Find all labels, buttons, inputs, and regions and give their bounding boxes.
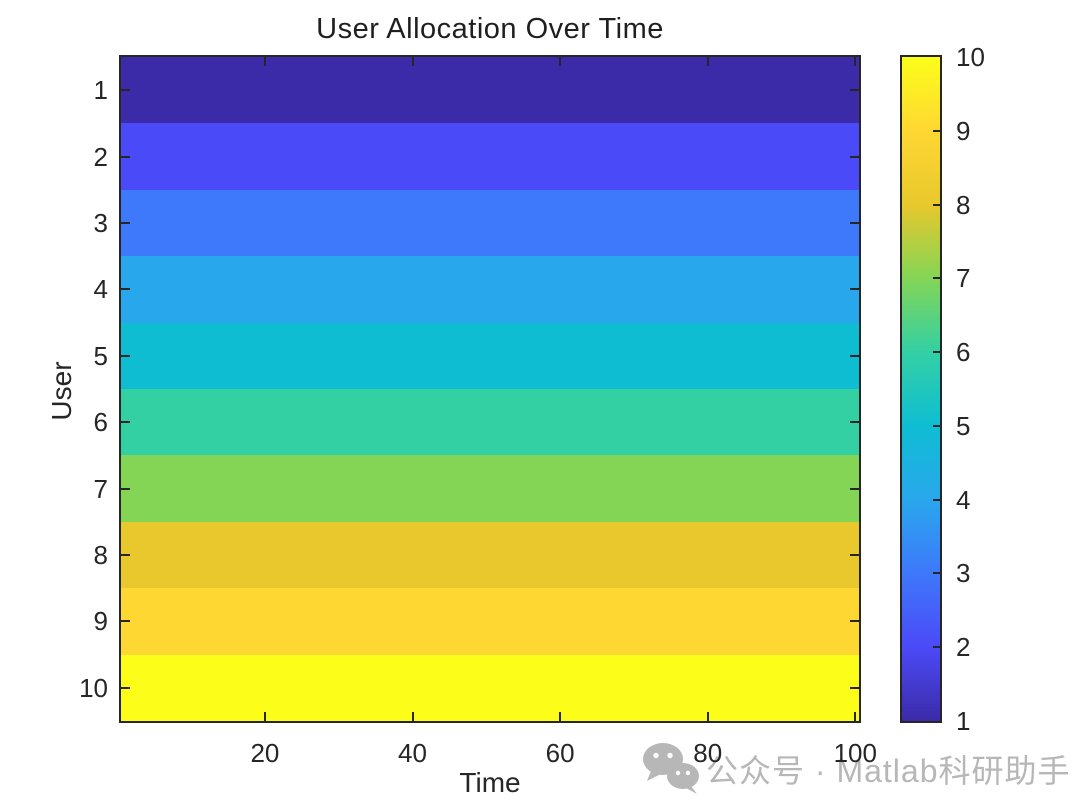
heatmap-band-user-10 [121,654,859,722]
colorbar-tick [933,498,940,501]
x-axis-tick [559,712,562,721]
y-axis-tick-mirror [850,89,859,92]
colorbar-tick [933,351,940,354]
y-tick-label: 10 [79,672,108,703]
y-tick-label: 3 [93,208,108,238]
y-axis-tick-mirror [850,155,859,158]
y-axis-label: User [46,361,77,421]
y-axis-tick-mirror [850,354,859,357]
x-tick-label: 60 [545,738,575,768]
colorbar-tick-label: 1 [956,706,971,736]
heatmap-band-user-1 [121,57,859,124]
y-tick-label: 1 [93,75,108,106]
heatmap-band-user-5 [121,322,859,390]
colorbar-tick-label: 4 [956,484,971,515]
y-axis-tick [121,620,130,623]
heatmap-band-user-3 [121,189,859,257]
x-axis-tick [854,712,857,721]
y-axis-tick [121,89,130,92]
colorbar [900,55,942,723]
heatmap-band-user-7 [121,455,859,522]
y-axis-tick [121,686,130,689]
y-tick-label: 9 [93,606,108,637]
x-axis-tick-mirror [263,57,266,66]
heatmap-band-user-2 [121,123,859,190]
x-axis-tick [263,712,266,721]
x-axis-tick [411,712,414,721]
y-axis-tick [121,421,130,424]
colorbar-tick-label: 6 [956,337,971,368]
y-axis-tick-mirror [850,222,859,224]
colorbar-tick [933,277,940,280]
colorbar-tick-label: 3 [956,558,971,589]
heatmap-band-user-9 [121,588,859,655]
colorbar-tick-label: 7 [956,263,971,294]
colorbar-tick [933,129,940,132]
y-axis-tick-mirror [850,487,859,490]
y-tick-label: 2 [93,141,108,172]
y-axis-tick [121,155,130,158]
heatmap-band-user-6 [121,389,859,456]
y-tick-label: 7 [93,473,108,504]
heatmap-bands [121,57,859,722]
colorbar-tick-label: 8 [956,189,971,220]
x-axis-tick-mirror [706,57,709,66]
y-axis-tick-mirror [850,620,859,623]
y-tick-label: 6 [93,407,108,438]
y-axis-tick [121,554,130,556]
y-axis-tick-mirror [850,554,859,556]
chart-title: User Allocation Over Time [316,13,664,45]
x-tick-label: 80 [693,738,723,768]
colorbar-tick-label: 10 [956,42,985,72]
heatmap-band-user-8 [121,521,859,589]
x-axis-tick [706,712,709,721]
colorbar-tick-label: 5 [956,410,971,441]
y-tick-label: 8 [93,540,108,570]
y-tick-label: 5 [93,340,108,371]
colorbar-tick [933,572,940,575]
x-axis-tick-mirror [559,57,562,66]
x-tick-label: 20 [250,738,280,768]
x-axis-label: Time [459,767,521,798]
wechat-icon [643,743,699,794]
x-tick-label: 100 [833,738,877,768]
watermark: 公众号 · Matlab科研助手 [642,742,1071,796]
y-tick-label: 4 [93,274,108,305]
y-axis-tick [121,288,130,291]
colorbar-tick [933,646,940,649]
y-axis-tick-mirror [850,686,859,689]
colorbar-tick [933,203,940,206]
colorbar-tick-label: 9 [956,115,971,146]
heatmap-band-user-4 [121,256,859,323]
y-axis-tick [121,354,130,357]
y-axis-tick-mirror [850,421,859,424]
y-axis-tick [121,487,130,490]
colorbar-tick-label: 2 [956,632,971,663]
x-tick-label: 40 [398,738,427,768]
x-axis-tick-mirror [411,57,414,66]
y-axis-tick-mirror [850,288,859,291]
y-axis-tick [121,222,130,224]
colorbar-tick [933,424,940,427]
watermark-text: 公众号 · Matlab科研助手 [706,753,1071,789]
x-axis-tick-mirror [854,57,857,66]
plot-area [119,55,861,723]
